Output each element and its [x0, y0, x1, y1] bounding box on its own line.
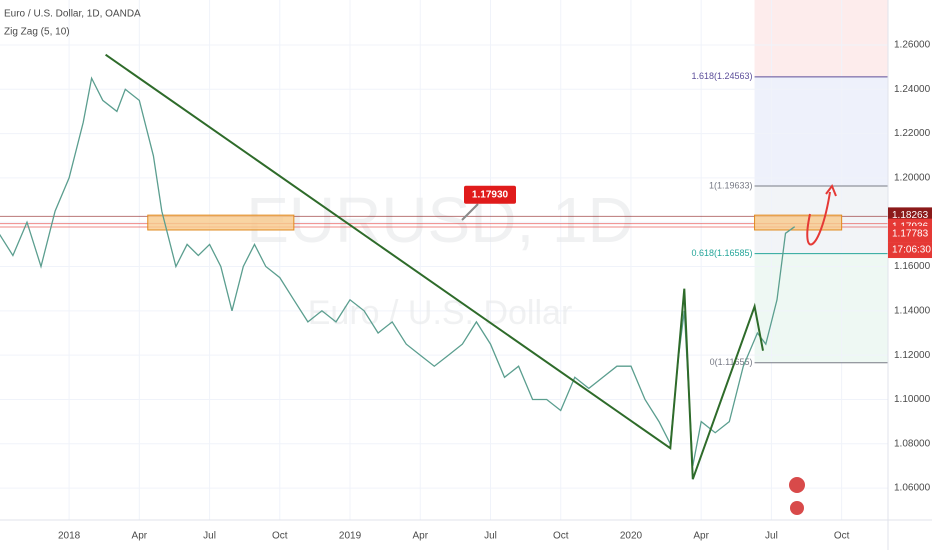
- x-tick-label: Jul: [765, 531, 778, 542]
- x-tick-label: Apr: [412, 531, 428, 542]
- callout-label: 1.17930: [472, 189, 509, 200]
- zigzag: [105, 53, 764, 480]
- plot: EURUSD, 1D Euro / U.S. Dollar 1.618(1.2456…: [0, 0, 888, 520]
- fib-label: 1.618(1.24563): [691, 71, 752, 81]
- y-tick-label: 1.24000: [894, 84, 931, 95]
- arrow: [806, 191, 831, 246]
- price-line-series: [0, 76, 796, 467]
- y-tick-label: 1.14000: [894, 305, 931, 316]
- x-tick-label: 2019: [339, 531, 362, 542]
- price-marker: [888, 226, 932, 243]
- countdown-box: [888, 242, 932, 259]
- y-tick-label: 1.06000: [894, 483, 931, 494]
- price-marker-label: 1.18263: [892, 210, 929, 221]
- y-tick-label: 1.10000: [894, 394, 931, 405]
- event-icon: [790, 501, 804, 515]
- indicator: Zig Zag (5, 10): [4, 27, 70, 38]
- watermark: EURUSD, 1D: [246, 184, 634, 256]
- callout-pointer: [461, 203, 479, 221]
- zone: [754, 214, 843, 231]
- y-tick-label: 1.26000: [894, 40, 931, 51]
- fib-label: 0.618(1.16585): [691, 248, 752, 258]
- fib-zone: [754, 0, 888, 77]
- watermark-sub: Euro / U.S. Dollar: [308, 294, 573, 332]
- countdown: 17:06:30: [892, 245, 931, 256]
- x-tick-label: Jul: [203, 531, 216, 542]
- y-tick-label: 1.12000: [894, 350, 931, 361]
- fib-label: 1(1.19633): [709, 180, 753, 190]
- x-tick-label: Oct: [553, 531, 569, 542]
- arrow-head: [825, 183, 837, 197]
- y-tick-label: 1.16000: [894, 261, 931, 272]
- zone: [147, 214, 295, 231]
- event-icon: [789, 477, 805, 493]
- x-tick-label: Apr: [693, 531, 709, 542]
- chart-title: Euro / U.S. Dollar, 1D, OANDA: [4, 9, 141, 20]
- x-tick-label: 2020: [620, 531, 643, 542]
- x-tick-label: 2018: [58, 531, 81, 542]
- y-tick-label: 1.20000: [894, 173, 931, 184]
- fib-label: 0(1.11655): [710, 357, 753, 367]
- x-tick-label: Jul: [484, 531, 497, 542]
- y-tick-label: 1.22000: [894, 128, 931, 139]
- y-tick-label: 1.08000: [894, 438, 931, 449]
- callout-box: [464, 185, 516, 204]
- x-tick-label: Oct: [834, 531, 850, 542]
- x-tick-label: Apr: [132, 531, 148, 542]
- fib-zone: [754, 253, 888, 363]
- price-marker-label: 1.17783: [892, 229, 929, 240]
- fib-zone: [754, 76, 888, 187]
- x-tick-label: Oct: [272, 531, 288, 542]
